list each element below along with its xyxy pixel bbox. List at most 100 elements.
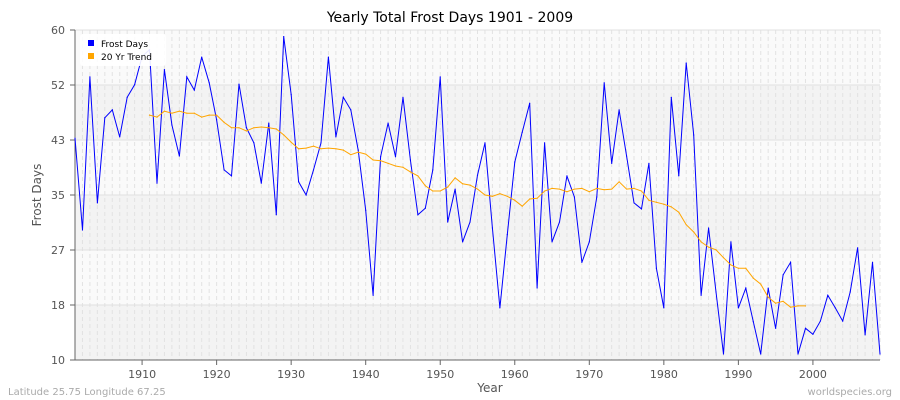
- frost-days-point: [812, 333, 814, 335]
- frost-days-point: [499, 307, 501, 309]
- frost-days-point: [543, 142, 546, 144]
- trend-point: [804, 305, 807, 307]
- frost-days-point: [275, 214, 277, 216]
- trend-point: [432, 190, 434, 192]
- trend-point: [245, 130, 248, 132]
- frost-days-point: [782, 274, 784, 276]
- frost-days-point: [715, 291, 717, 293]
- trend-point: [789, 306, 792, 308]
- frost-days-point: [678, 175, 680, 177]
- legend-swatch-trend: [88, 53, 94, 59]
- frost-days-point: [857, 247, 859, 249]
- frost-days-point: [834, 307, 836, 309]
- frost-days-point: [253, 142, 255, 144]
- trend-point: [342, 149, 344, 151]
- frost-days-point: [335, 136, 337, 138]
- trend-point: [536, 197, 538, 199]
- x-tick-label: 1990: [724, 368, 752, 381]
- trend-point: [193, 112, 195, 114]
- y-tick-label: 10: [51, 354, 65, 367]
- frost-days-point: [186, 76, 188, 78]
- trend-point: [230, 127, 233, 129]
- trend-point: [745, 267, 747, 269]
- frost-days-point: [305, 194, 307, 196]
- trend-point: [678, 211, 680, 213]
- frost-days-point: [104, 117, 106, 119]
- frost-days-point: [491, 227, 494, 229]
- frost-days-point: [625, 155, 628, 157]
- trend-point: [670, 206, 672, 208]
- trend-point: [350, 154, 352, 156]
- frost-days-point: [394, 156, 397, 158]
- frost-days-point: [722, 353, 725, 355]
- frost-days-point: [596, 196, 598, 198]
- trend-point: [722, 257, 725, 259]
- trend-point: [394, 165, 397, 167]
- footer-coordinates: Latitude 25.75 Longitude 67.25: [8, 387, 166, 398]
- frost-days-point: [245, 127, 248, 129]
- trend-point: [715, 249, 717, 251]
- frost-days-point: [357, 149, 359, 151]
- frost-days-point: [819, 320, 821, 322]
- trend-point: [156, 116, 158, 118]
- frost-days-point: [670, 96, 672, 98]
- trend-point: [365, 153, 367, 155]
- trend-point: [357, 151, 359, 153]
- frost-days-point: [760, 353, 762, 355]
- trend-point: [581, 187, 583, 189]
- trend-point: [648, 199, 650, 201]
- y-tick-label: 60: [51, 24, 65, 37]
- frost-days-point: [536, 287, 538, 289]
- frost-days-point: [842, 320, 844, 322]
- frost-days-point: [566, 175, 568, 177]
- x-tick-label: 1980: [650, 368, 678, 381]
- trend-point: [148, 114, 151, 116]
- frost-days-point: [648, 162, 650, 164]
- frost-days-point: [171, 124, 173, 126]
- frost-days-point: [775, 327, 777, 329]
- frost-days-point: [119, 136, 121, 138]
- frost-days-point: [685, 62, 687, 64]
- frost-days-point: [230, 175, 233, 177]
- frost-days-point: [849, 291, 851, 293]
- trend-point: [335, 148, 337, 150]
- trend-point: [216, 114, 218, 116]
- frost-days-point: [409, 159, 412, 161]
- frost-days-point: [193, 89, 195, 91]
- frost-days-point: [573, 196, 575, 198]
- trend-point: [506, 195, 508, 197]
- trend-point: [588, 191, 590, 193]
- frost-days-point: [797, 353, 799, 355]
- y-tick-label: 43: [51, 134, 65, 147]
- trend-point: [387, 162, 389, 164]
- trend-point: [491, 195, 494, 197]
- frost-days-point: [201, 56, 203, 58]
- frost-days-point: [767, 287, 769, 289]
- frost-days-point: [402, 96, 404, 98]
- trend-point: [640, 190, 643, 192]
- frost-days-point: [81, 229, 84, 231]
- frost-days-point: [290, 94, 292, 96]
- frost-days-point: [871, 261, 874, 263]
- frost-days-point: [320, 142, 322, 144]
- trend-point: [163, 110, 166, 112]
- trend-point: [372, 159, 374, 161]
- frost-days-point: [707, 227, 710, 229]
- frost-days-point: [454, 188, 456, 190]
- trend-point: [178, 110, 180, 112]
- frost-days-point: [521, 131, 523, 133]
- frost-days-point: [350, 109, 352, 111]
- trend-point: [760, 283, 762, 285]
- frost-days-point: [156, 182, 158, 184]
- trend-point: [417, 175, 419, 177]
- trend-point: [797, 305, 799, 307]
- frost-days-point: [208, 82, 210, 84]
- trend-point: [618, 181, 620, 183]
- trend-point: [223, 121, 225, 123]
- frost-days-point: [260, 182, 262, 184]
- frost-days-point: [111, 109, 113, 111]
- x-tick-label: 1960: [501, 368, 529, 381]
- frost-days-point: [476, 174, 479, 176]
- frost-days-point: [581, 261, 583, 263]
- x-axis-label: Year: [476, 381, 502, 395]
